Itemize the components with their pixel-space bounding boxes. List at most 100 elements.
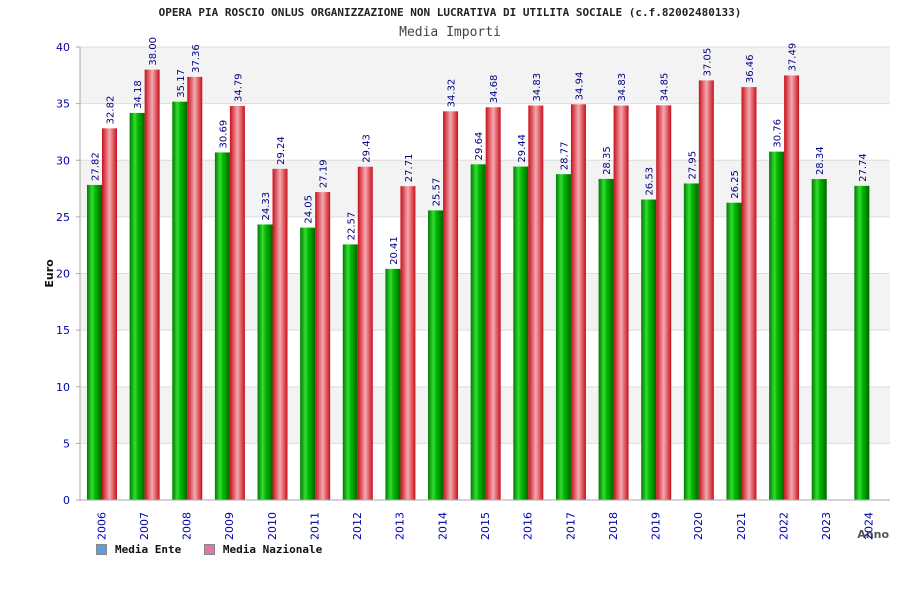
data-label: 20.41 <box>389 236 400 265</box>
x-tick-label: 2008 <box>181 512 194 540</box>
data-label: 34.68 <box>489 75 500 104</box>
bar-media-nazionale <box>357 166 373 500</box>
x-tick-label: 2021 <box>735 512 748 540</box>
bar-media-ente <box>385 268 401 500</box>
data-label: 27.19 <box>319 159 330 188</box>
bar-media-ente <box>726 202 742 500</box>
legend: Media Ente Media Nazionale <box>96 543 338 558</box>
x-tick-label: 2023 <box>820 512 833 540</box>
bar-media-ente <box>342 244 358 500</box>
legend-swatch-ente <box>96 544 107 555</box>
x-tick-label: 2020 <box>692 512 705 540</box>
data-label: 35.17 <box>176 69 187 98</box>
data-label: 26.53 <box>645 167 656 196</box>
x-tick-label: 2024 <box>863 512 876 540</box>
x-tick-label: 2010 <box>266 512 279 540</box>
x-axis-label: Anno <box>857 528 889 541</box>
bar-media-nazionale <box>656 105 672 500</box>
bar-media-nazionale <box>102 128 117 500</box>
bar-media-nazionale <box>485 107 501 501</box>
bar-media-nazionale <box>570 104 586 500</box>
x-tick-label: 2013 <box>394 512 407 540</box>
legend-swatch-nazionale <box>203 544 215 555</box>
bar-media-nazionale <box>698 80 714 500</box>
bar-media-ente <box>683 183 699 500</box>
data-label: 30.69 <box>218 120 229 149</box>
data-label: 30.76 <box>773 119 784 148</box>
y-tick-label: 5 <box>63 437 70 450</box>
bar-media-nazionale <box>741 87 757 500</box>
legend-item-nazionale: Media Nazionale <box>203 543 323 556</box>
legend-label-ente: Media Ente <box>115 543 182 556</box>
data-label: 37.36 <box>191 44 202 73</box>
bar-media-nazionale <box>315 192 331 501</box>
x-tick-label: 2019 <box>650 512 663 540</box>
bar-media-ente <box>87 184 102 500</box>
data-label: 34.18 <box>133 80 144 109</box>
bar-media-nazionale <box>528 105 544 501</box>
bar-media-nazionale <box>400 186 416 500</box>
y-axis-label: Euro <box>43 259 56 288</box>
y-tick-label: 25 <box>56 211 70 224</box>
data-label: 34.83 <box>532 73 543 102</box>
data-label: 28.34 <box>815 146 826 175</box>
bar-media-ente <box>470 164 486 500</box>
bar-media-ente <box>811 179 827 500</box>
x-tick-label: 2015 <box>479 512 492 540</box>
bar-media-ente <box>214 152 230 501</box>
data-label: 36.46 <box>745 54 756 83</box>
x-tick-label: 2018 <box>607 512 620 540</box>
data-label: 26.25 <box>730 170 741 199</box>
y-tick-label: 20 <box>56 268 70 281</box>
data-label: 28.77 <box>559 142 570 171</box>
data-label: 37.49 <box>788 43 799 72</box>
data-label: 28.35 <box>602 146 613 175</box>
chart-subtitle: Media Importi <box>399 25 501 40</box>
data-label: 34.79 <box>233 73 244 102</box>
y-tick-label: 30 <box>56 154 70 167</box>
bar-media-ente <box>854 185 870 501</box>
bar-media-nazionale <box>229 106 245 501</box>
x-tick-label: 2022 <box>777 512 790 540</box>
x-tick-label: 2012 <box>351 512 364 540</box>
bar-media-nazionale <box>272 168 288 500</box>
data-label: 24.05 <box>304 195 315 224</box>
x-tick-label: 2009 <box>223 512 236 540</box>
bar-media-ente <box>428 210 444 501</box>
x-tick-label: 2006 <box>95 512 108 540</box>
data-label: 34.83 <box>617 73 628 102</box>
data-label: 34.32 <box>447 79 458 108</box>
data-label: 27.71 <box>404 154 415 183</box>
y-tick-label: 10 <box>56 381 70 394</box>
bar-media-nazionale <box>784 75 800 500</box>
bar-media-ente <box>172 101 188 500</box>
bar-media-ente <box>555 174 571 500</box>
bar-media-ente <box>129 112 145 500</box>
bar-media-ente <box>769 151 785 500</box>
data-label: 34.94 <box>574 72 585 101</box>
bar-media-nazionale <box>187 76 203 500</box>
bar-media-ente <box>257 224 273 500</box>
x-tick-label: 2011 <box>308 512 321 540</box>
data-label: 32.82 <box>106 96 117 125</box>
data-label: 27.82 <box>91 152 102 181</box>
y-tick-label: 35 <box>56 98 70 111</box>
x-tick-label: 2017 <box>564 512 577 540</box>
data-label: 29.43 <box>361 134 372 163</box>
bar-media-nazionale <box>613 105 629 501</box>
bar-media-ente <box>300 227 316 501</box>
data-label: 27.74 <box>858 153 869 182</box>
bar-media-ente <box>513 166 529 501</box>
legend-label-nazionale: Media Nazionale <box>222 543 323 556</box>
data-label: 29.24 <box>276 136 287 165</box>
bar-media-ente <box>641 199 657 501</box>
legend-item-ente: Media Ente <box>96 543 181 556</box>
data-label: 25.57 <box>432 178 443 207</box>
data-label: 29.64 <box>474 132 485 161</box>
chart-title: OPERA PIA ROSCIO ONLUS ORGANIZZAZIONE NO… <box>158 6 742 19</box>
data-label: 22.57 <box>346 212 357 241</box>
bar-media-nazionale <box>443 111 459 501</box>
x-tick-label: 2014 <box>436 512 449 540</box>
